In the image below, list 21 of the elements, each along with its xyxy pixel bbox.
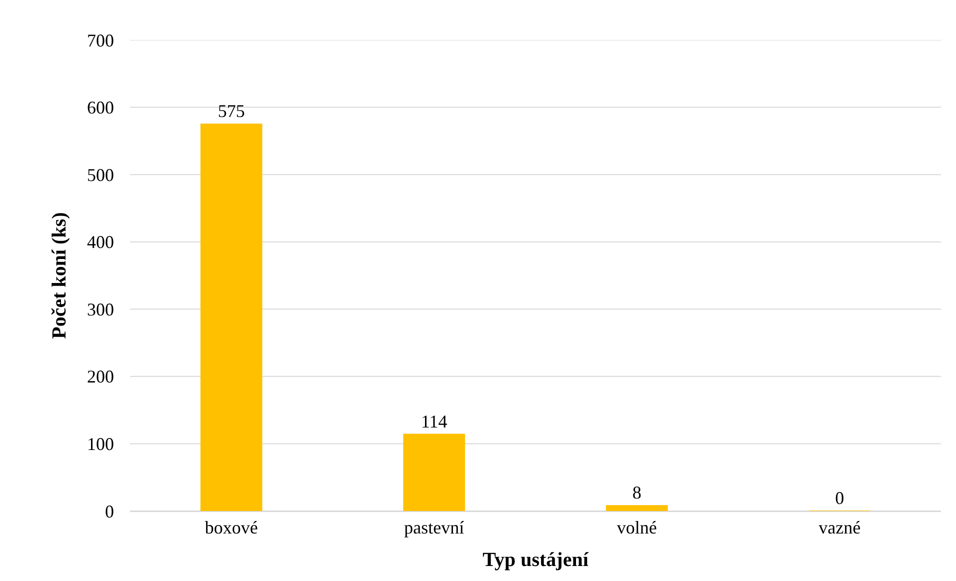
data-label: 575 bbox=[218, 101, 245, 122]
y-tick-label: 600 bbox=[87, 98, 114, 118]
bar bbox=[403, 434, 466, 511]
y-tick-label: 400 bbox=[87, 232, 114, 252]
y-tick-label: 300 bbox=[87, 299, 114, 320]
x-axis-title: Typ ustájení bbox=[482, 549, 589, 572]
x-tick-label: volné bbox=[616, 518, 657, 538]
y-tick-label: 500 bbox=[87, 164, 114, 185]
y-tick-label: 100 bbox=[87, 434, 114, 454]
y-axis-title: Počet koní (ks) bbox=[48, 212, 70, 339]
x-tick-label: boxové bbox=[204, 518, 258, 538]
y-tick-label: 700 bbox=[87, 30, 114, 50]
y-tick-label: 0 bbox=[105, 501, 114, 522]
bar bbox=[200, 124, 262, 511]
data-label: 8 bbox=[632, 482, 642, 503]
y-tick-label: 200 bbox=[87, 366, 114, 387]
data-label: 114 bbox=[420, 411, 448, 432]
x-tick-label: pastevní bbox=[404, 518, 464, 538]
bar bbox=[606, 505, 668, 511]
x-tick-label: vazné bbox=[818, 518, 861, 538]
data-label: 0 bbox=[835, 488, 844, 508]
